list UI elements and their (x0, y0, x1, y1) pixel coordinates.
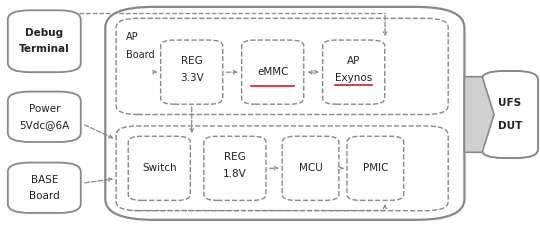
Text: AP: AP (347, 56, 360, 66)
Text: Exynos: Exynos (335, 73, 372, 83)
Text: Switch: Switch (142, 163, 177, 173)
Text: eMMC: eMMC (257, 67, 288, 77)
FancyBboxPatch shape (8, 92, 81, 142)
Polygon shape (464, 77, 494, 152)
Text: REG: REG (181, 56, 202, 66)
Text: BASE: BASE (31, 175, 58, 185)
FancyBboxPatch shape (105, 7, 464, 220)
Text: Board: Board (29, 191, 59, 201)
Text: DUT: DUT (497, 121, 522, 131)
Text: PMIC: PMIC (362, 163, 388, 173)
Text: Terminal: Terminal (19, 44, 70, 54)
Text: 3.3V: 3.3V (180, 73, 204, 83)
Text: Debug: Debug (25, 28, 63, 38)
Text: REG: REG (224, 152, 246, 162)
FancyBboxPatch shape (8, 163, 81, 213)
Text: Board: Board (126, 50, 154, 60)
FancyBboxPatch shape (8, 10, 81, 72)
Text: MCU: MCU (299, 163, 322, 173)
Text: AP: AP (126, 32, 138, 42)
Text: 1.8V: 1.8V (223, 169, 247, 179)
Text: 5Vdc@6A: 5Vdc@6A (19, 120, 70, 130)
Text: UFS: UFS (498, 98, 521, 108)
Text: Power: Power (29, 104, 60, 114)
FancyBboxPatch shape (482, 71, 538, 158)
